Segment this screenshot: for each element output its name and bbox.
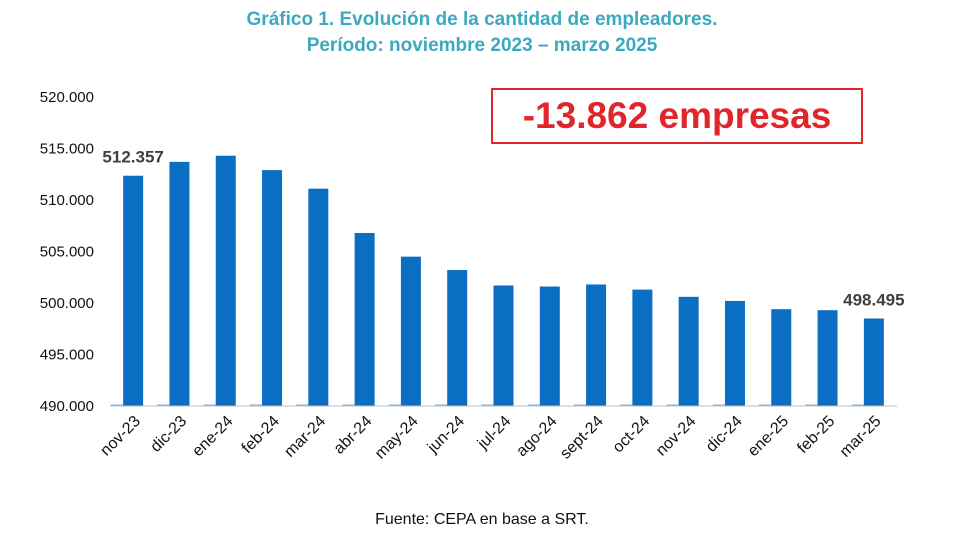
bar-dic-24: [724, 300, 745, 406]
y-tick-label: 515.000: [40, 141, 94, 158]
bar-nov-23: [123, 175, 144, 406]
x-tick-label: feb-25: [794, 413, 838, 457]
x-tick-label: jul-24: [474, 413, 514, 453]
bar-ago-24: [539, 286, 560, 406]
x-tick-label: nov-23: [97, 413, 144, 460]
y-tick-label: 505.000: [40, 244, 94, 261]
x-tick-label: may-24: [372, 413, 422, 463]
bar-oct-24: [632, 289, 653, 406]
bar-dic-23: [169, 161, 190, 406]
x-tick-label: dic-23: [147, 413, 190, 456]
source-note: Fuente: CEPA en base a SRT.: [375, 511, 589, 528]
bar-abr-24: [354, 232, 375, 406]
x-tick-label: ene-25: [745, 413, 792, 460]
x-tick-label: oct-24: [610, 413, 654, 457]
x-tick-label: ene-24: [189, 413, 236, 460]
bar-sept-24: [586, 284, 607, 406]
x-tick-label: sept-24: [557, 413, 607, 463]
chart-subtitle: Período: noviembre 2023 – marzo 2025: [306, 35, 658, 56]
data-label-mar-25: 498.495: [843, 291, 904, 310]
data-labels: 512.357 498.495: [102, 148, 904, 310]
bar-nov-24: [678, 296, 699, 406]
bar-mar-24: [308, 188, 329, 406]
x-tick-label: feb-24: [239, 413, 283, 457]
chart-title: Gráfico 1. Evolución de la cantidad de e…: [246, 9, 718, 30]
bar-feb-24: [262, 170, 283, 406]
bar-may-24: [400, 256, 421, 406]
difference-callout: -13.862 empresas: [491, 88, 863, 144]
y-tick-label: 510.000: [40, 192, 94, 209]
data-label-nov-23: 512.357: [102, 148, 163, 167]
y-axis: 490.000 495.000 500.000 505.000 510.000 515.0…: [40, 89, 94, 415]
x-tick-label: jun-24: [424, 413, 468, 457]
y-tick-label: 495.000: [40, 347, 94, 364]
y-tick-label: 490.000: [40, 398, 94, 415]
y-tick-label: 520.000: [40, 89, 94, 106]
y-tick-label: 500.000: [40, 295, 94, 312]
x-tick-label: nov-24: [653, 413, 700, 460]
bars: [111, 155, 884, 407]
x-tick-label: mar-25: [837, 413, 885, 461]
x-tick-label: abr-24: [331, 413, 376, 458]
bar-jul-24: [493, 285, 514, 406]
bar-chart: 490.000 495.000 500.000 505.000 510.000 515.0…: [40, 89, 905, 463]
x-tick-label: mar-24: [281, 413, 329, 461]
bar-ene-24: [215, 155, 236, 406]
bar-mar-25: [863, 318, 884, 406]
bar-ene-25: [771, 309, 792, 406]
bar-jun-24: [447, 270, 468, 406]
bar-feb-25: [817, 310, 838, 406]
x-tick-label: dic-24: [703, 413, 746, 456]
x-tick-label: ago-24: [513, 413, 560, 460]
